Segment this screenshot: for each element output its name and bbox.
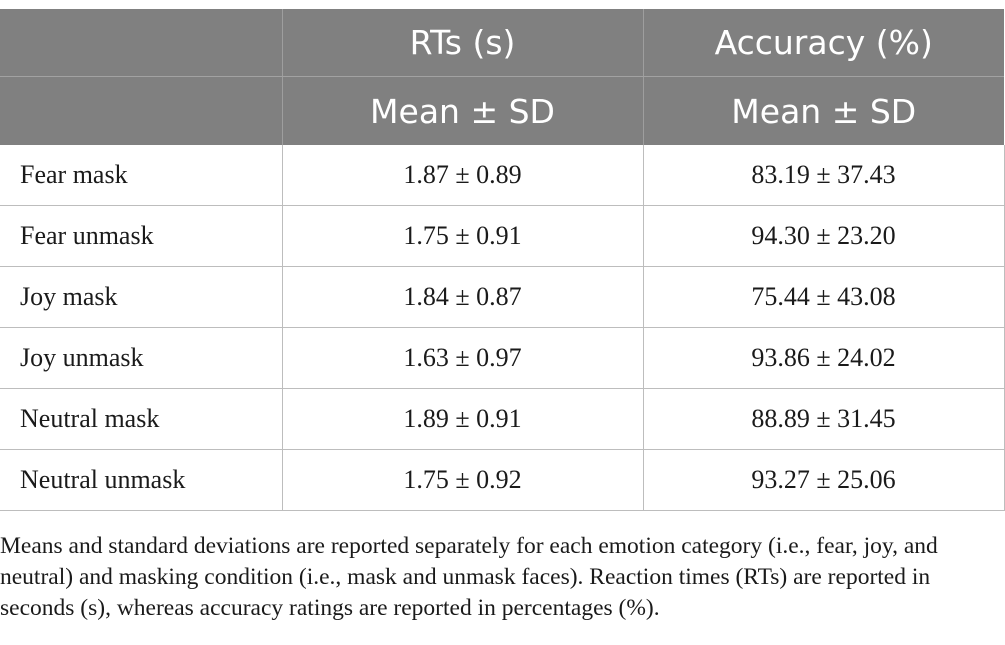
table-footnote: Means and standard deviations are report…	[0, 533, 938, 621]
header-empty-cell	[0, 9, 282, 77]
header-rts-mean-sd: Mean ± SD	[281, 76, 643, 145]
table-row: Fear unmask 1.75 ± 0.91 94.30 ± 23.20	[0, 205, 1005, 267]
table-row: Neutral mask 1.89 ± 0.91 88.89 ± 31.45	[0, 388, 1005, 450]
table-row: Fear mask 1.87 ± 0.89 83.19 ± 37.43	[0, 145, 1005, 206]
header-rts: RTs (s)	[281, 9, 643, 77]
header-row-stats: Mean ± SD Mean ± SD	[0, 76, 1004, 145]
accuracy-cell: 93.27 ± 25.06	[642, 449, 1005, 511]
table-row: Joy mask 1.84 ± 0.87 75.44 ± 43.08	[0, 266, 1005, 328]
condition-cell: Joy mask	[0, 266, 282, 328]
condition-cell: Neutral mask	[0, 388, 282, 450]
table-row: Joy unmask 1.63 ± 0.97 93.86 ± 24.02	[0, 327, 1005, 389]
accuracy-cell: 88.89 ± 31.45	[642, 388, 1005, 450]
rt-cell: 1.75 ± 0.92	[281, 449, 643, 511]
rt-cell: 1.63 ± 0.97	[281, 327, 643, 389]
rt-cell: 1.89 ± 0.91	[281, 388, 643, 450]
accuracy-cell: 83.19 ± 37.43	[642, 145, 1005, 206]
condition-cell: Neutral unmask	[0, 449, 282, 511]
rt-cell: 1.84 ± 0.87	[281, 266, 643, 328]
table-row: Neutral unmask 1.75 ± 0.92 93.27 ± 25.06	[0, 449, 1005, 511]
header-accuracy-mean-sd: Mean ± SD	[642, 76, 1004, 145]
accuracy-cell: 75.44 ± 43.08	[642, 266, 1005, 328]
results-table: RTs (s) Accuracy (%) Mean ± SD Mean ± SD…	[0, 9, 1005, 511]
header-accuracy: Accuracy (%)	[642, 9, 1004, 77]
rt-cell: 1.75 ± 0.91	[281, 205, 643, 267]
condition-cell: Fear mask	[0, 145, 282, 206]
table-header: RTs (s) Accuracy (%) Mean ± SD Mean ± SD	[0, 9, 1004, 145]
header-empty-cell	[0, 76, 282, 145]
rt-cell: 1.87 ± 0.89	[281, 145, 643, 206]
table-body: Fear mask 1.87 ± 0.89 83.19 ± 37.43 Fear…	[0, 145, 1005, 511]
accuracy-cell: 94.30 ± 23.20	[642, 205, 1005, 267]
condition-cell: Fear unmask	[0, 205, 282, 267]
condition-cell: Joy unmask	[0, 327, 282, 389]
header-row-measures: RTs (s) Accuracy (%)	[0, 9, 1004, 77]
accuracy-cell: 93.86 ± 24.02	[642, 327, 1005, 389]
